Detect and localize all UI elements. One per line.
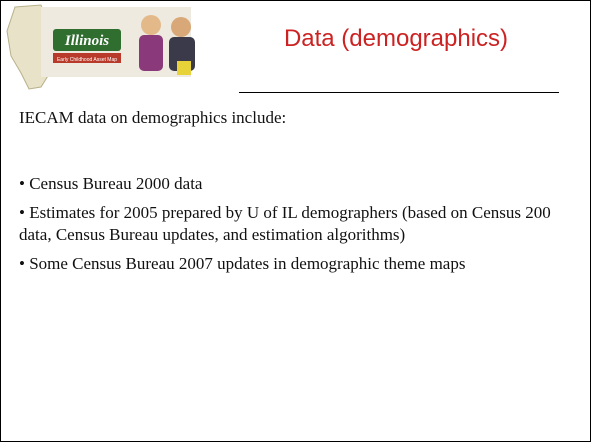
bullet: • Some Census Bureau 2007 updates in dem… xyxy=(19,254,466,273)
title-rule xyxy=(239,92,559,93)
bullet: • Estimates for 2005 prepared by U of IL… xyxy=(19,203,551,244)
logo-subtitle: Early Childhood Asset Map xyxy=(57,57,117,63)
logo: Illinois Early Childhood Asset Map xyxy=(6,4,195,90)
slide-title: Data (demographics) xyxy=(283,25,509,52)
logo-strip xyxy=(53,53,121,63)
logo-name: Illinois xyxy=(64,33,109,49)
child-body xyxy=(139,35,163,71)
intro-text: IECAM data on demographics include: xyxy=(19,108,287,127)
bullet: • Census Bureau 2000 data xyxy=(19,174,203,193)
child-head xyxy=(141,15,161,35)
child-head xyxy=(171,17,191,37)
logo-banner xyxy=(53,29,121,51)
toy-block xyxy=(177,61,191,75)
slide-body: IECAM data on demographics include: • Ce… xyxy=(19,107,567,282)
